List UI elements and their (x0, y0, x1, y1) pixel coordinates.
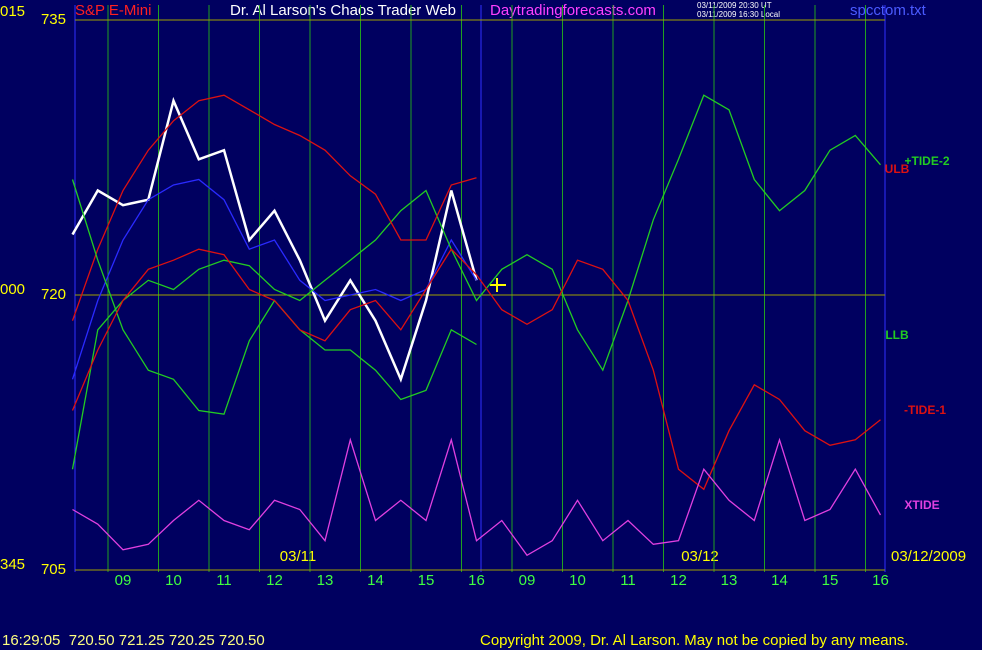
x-tick-label: 14 (771, 572, 788, 589)
x-tick-label: 13 (317, 572, 334, 589)
x-tick-label: 12 (670, 572, 687, 589)
series-line (71, 94, 477, 321)
x-tick-label: 15 (822, 572, 839, 589)
y-tick-label: 735 (41, 11, 66, 28)
legend-label: LLB (885, 328, 909, 342)
date-label: 03/11 (280, 548, 316, 565)
legend-label: -TIDE-1 (904, 403, 946, 417)
copyright: Copyright 2009, Dr. Al Larson. May not b… (480, 632, 909, 649)
x-tick-label: 11 (216, 572, 232, 589)
series-line (71, 96, 478, 383)
status: 16:29:05 720.50 721.25 720.25 720.50 (2, 632, 265, 649)
current-marker (490, 278, 506, 292)
y-tick-label: 720 (41, 286, 66, 303)
date-label: 03/12/2009 (891, 548, 966, 565)
date-label: 03/12 (681, 548, 719, 565)
x-tick-label: 10 (165, 572, 182, 589)
series-line (71, 178, 478, 380)
legend-label: XTIDE (904, 498, 939, 512)
angle-label: 000 (0, 281, 25, 298)
angle-label: 345 (0, 556, 25, 573)
x-tick-label: 16 (872, 572, 889, 589)
x-tick-label: 16 (468, 572, 485, 589)
timestamp: 03/11/2009 20:30 UT (697, 1, 772, 10)
instrument: S&P E-Mini (75, 2, 151, 19)
x-tick-label: 15 (418, 572, 435, 589)
file-name: spcctom.txt (850, 2, 927, 19)
x-tick-label: 13 (721, 572, 738, 589)
angle-label: 015 (0, 3, 25, 20)
series-line (71, 248, 881, 491)
timestamp: 03/11/2009 16:30 Local (697, 10, 780, 19)
series-line (71, 94, 881, 470)
x-tick-label: 14 (367, 572, 384, 589)
x-tick-label: 11 (620, 572, 636, 589)
x-tick-label: 09 (519, 572, 536, 589)
x-tick-label: 12 (266, 572, 283, 589)
y-tick-label: 705 (41, 561, 66, 578)
x-tick-label: 09 (115, 572, 132, 589)
site: Daytradingforecasts.com (490, 2, 656, 19)
chart-title: Dr. Al Larson's Chaos Trader Web (230, 2, 456, 19)
x-tick-label: 10 (569, 572, 586, 589)
legend-label: +TIDE-2 (904, 154, 949, 168)
legend-label: ULB (885, 162, 910, 176)
series-line (72, 437, 882, 557)
